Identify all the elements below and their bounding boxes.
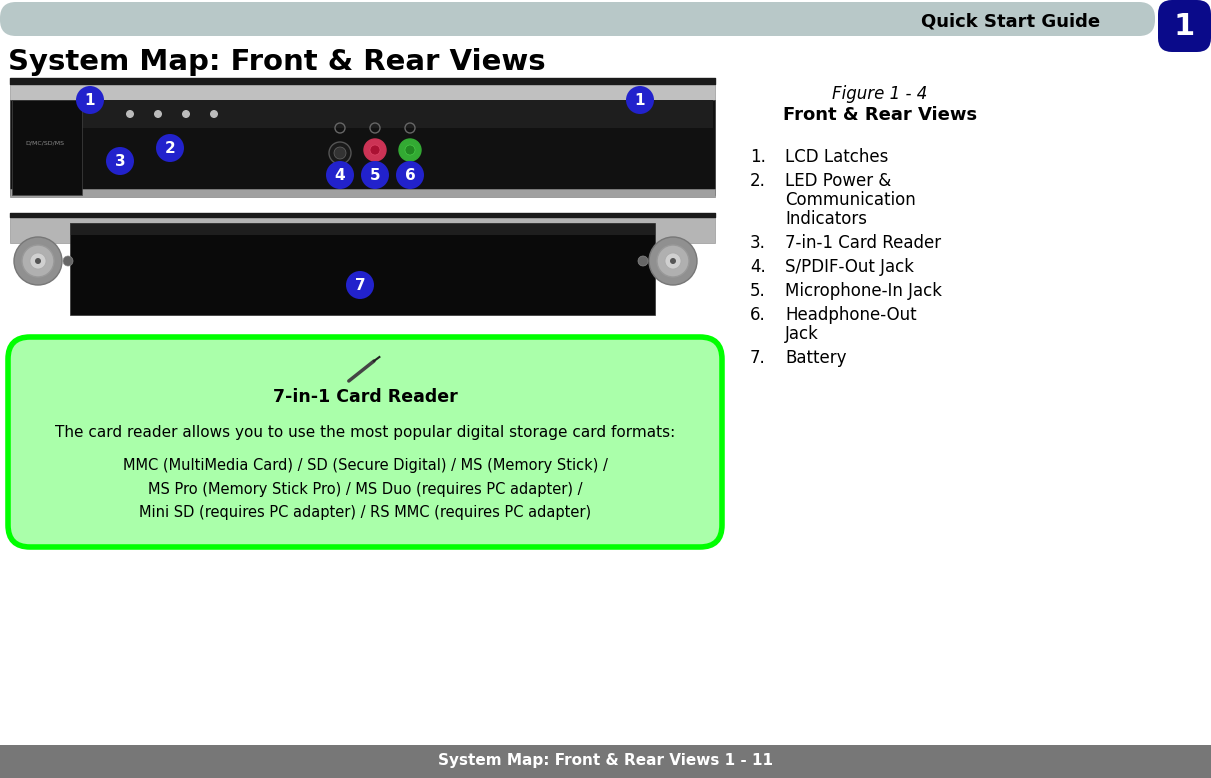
Circle shape (154, 110, 162, 118)
Text: 5.: 5. (750, 282, 765, 300)
Text: MS Pro (Memory Stick Pro) / MS Duo (requires PC adapter) /: MS Pro (Memory Stick Pro) / MS Duo (requ… (148, 482, 582, 496)
Text: Quick Start Guide: Quick Start Guide (920, 12, 1100, 30)
Circle shape (346, 271, 374, 299)
FancyBboxPatch shape (10, 100, 714, 195)
FancyBboxPatch shape (10, 189, 714, 197)
Text: 3: 3 (115, 153, 125, 169)
Circle shape (649, 237, 698, 285)
Circle shape (107, 147, 134, 175)
Text: 1: 1 (85, 93, 96, 107)
Text: Communication: Communication (785, 191, 916, 209)
Text: Figure 1 - 4: Figure 1 - 4 (832, 85, 928, 103)
Text: System Map: Front & Rear Views: System Map: Front & Rear Views (8, 48, 546, 76)
FancyBboxPatch shape (0, 2, 1155, 36)
Text: 6: 6 (404, 167, 415, 183)
FancyBboxPatch shape (1158, 0, 1211, 52)
Circle shape (396, 161, 424, 189)
Circle shape (326, 161, 354, 189)
Text: 4: 4 (334, 167, 345, 183)
Text: Microphone-In Jack: Microphone-In Jack (785, 282, 942, 300)
Text: 5: 5 (369, 167, 380, 183)
Text: 2: 2 (165, 141, 176, 156)
Text: Headphone-Out: Headphone-Out (785, 306, 917, 324)
Circle shape (398, 139, 421, 161)
Text: D/MC/SD/MS: D/MC/SD/MS (25, 141, 64, 145)
Text: 7-in-1 Card Reader: 7-in-1 Card Reader (785, 234, 941, 252)
Text: 7.: 7. (750, 349, 765, 367)
Text: Battery: Battery (785, 349, 846, 367)
Text: 7: 7 (355, 278, 366, 293)
Circle shape (210, 110, 218, 118)
Circle shape (670, 258, 676, 264)
Text: LCD Latches: LCD Latches (785, 148, 889, 166)
Circle shape (361, 161, 389, 189)
Text: 2.: 2. (750, 172, 765, 190)
Circle shape (22, 245, 54, 277)
Bar (0, 745, 1211, 778)
Circle shape (126, 110, 134, 118)
Text: 1: 1 (1173, 12, 1194, 40)
Circle shape (156, 134, 184, 162)
Text: The card reader allows you to use the most popular digital storage card formats:: The card reader allows you to use the mo… (54, 425, 675, 440)
Text: 4.: 4. (750, 258, 765, 276)
FancyBboxPatch shape (70, 223, 655, 235)
Circle shape (63, 256, 73, 266)
Circle shape (626, 86, 654, 114)
Circle shape (76, 86, 104, 114)
Circle shape (638, 256, 648, 266)
Text: S/PDIF-Out Jack: S/PDIF-Out Jack (785, 258, 914, 276)
Circle shape (182, 110, 190, 118)
Circle shape (15, 237, 62, 285)
Text: Jack: Jack (785, 325, 819, 343)
Text: Mini SD (requires PC adapter) / RS MMC (requires PC adapter): Mini SD (requires PC adapter) / RS MMC (… (139, 506, 591, 520)
Text: System Map: Front & Rear Views 1 - 11: System Map: Front & Rear Views 1 - 11 (437, 754, 773, 769)
Circle shape (30, 253, 46, 269)
Circle shape (334, 147, 346, 159)
Text: Indicators: Indicators (785, 210, 867, 228)
Text: Front & Rear Views: Front & Rear Views (784, 106, 977, 124)
FancyBboxPatch shape (8, 337, 722, 547)
Circle shape (658, 245, 689, 277)
FancyBboxPatch shape (70, 223, 655, 315)
FancyBboxPatch shape (12, 100, 82, 195)
Text: 1: 1 (635, 93, 645, 107)
FancyBboxPatch shape (10, 213, 714, 243)
Circle shape (665, 253, 681, 269)
Circle shape (35, 258, 41, 264)
Text: 3.: 3. (750, 234, 765, 252)
Circle shape (371, 145, 380, 155)
Circle shape (404, 145, 415, 155)
Text: MMC (MultiMedia Card) / SD (Secure Digital) / MS (Memory Stick) /: MMC (MultiMedia Card) / SD (Secure Digit… (122, 457, 608, 472)
FancyBboxPatch shape (10, 78, 714, 100)
Circle shape (365, 139, 386, 161)
Text: 1.: 1. (750, 148, 765, 166)
FancyBboxPatch shape (12, 100, 713, 128)
Circle shape (329, 142, 351, 164)
Text: LED Power &: LED Power & (785, 172, 891, 190)
Text: 7-in-1 Card Reader: 7-in-1 Card Reader (272, 388, 458, 406)
Text: 6.: 6. (750, 306, 765, 324)
